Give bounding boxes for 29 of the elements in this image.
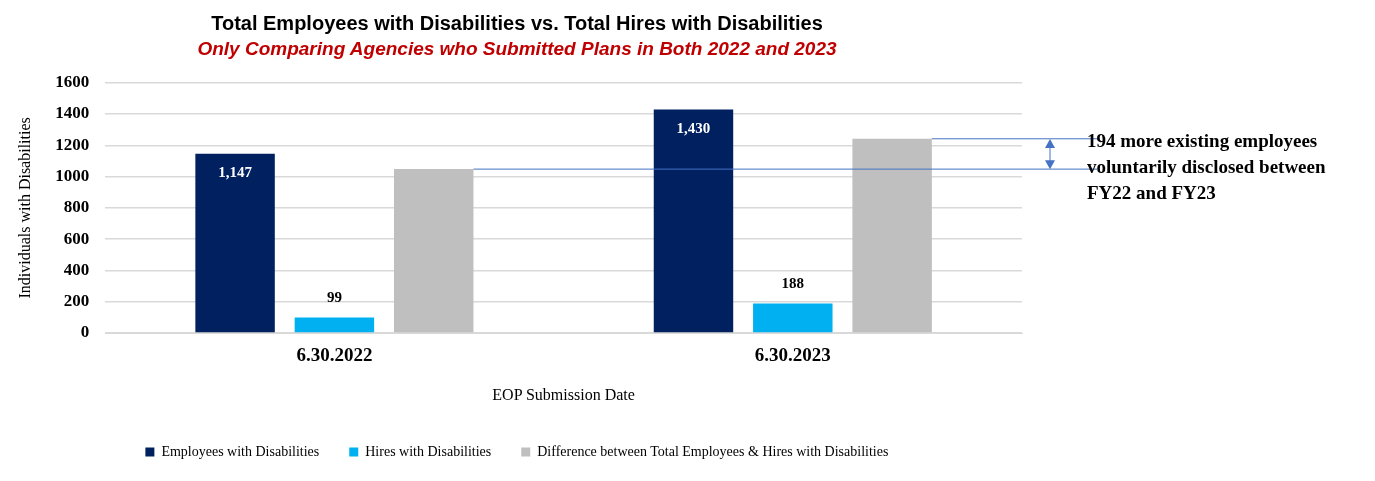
legend-label: Difference between Total Employees & Hires with Disabilities — [537, 443, 889, 459]
x-tick-label: 6.30.2023 — [754, 344, 831, 366]
text: 194 more existing employees voluntarily disclosed between FY22 and FY23 — [1087, 130, 1326, 204]
y-axis-title: Individuals with Disabilities — [15, 117, 33, 299]
x-tick-label: 6.30.2022 — [296, 344, 373, 366]
y-tick-label: 400 — [63, 259, 90, 279]
y-tick-label: 600 — [63, 228, 90, 248]
y-tick-label: 200 — [63, 291, 90, 311]
bar — [195, 153, 275, 333]
legend-label: Employees with Disabilities — [161, 443, 320, 459]
y-tick-label: 0 — [80, 322, 90, 342]
bar — [852, 138, 932, 333]
data-label: 188 — [781, 274, 805, 291]
y-tick-label: 1400 — [55, 103, 90, 123]
data-label: 1,147 — [218, 164, 253, 181]
chart-subtitle: Only Comparing Agencies who Submitted Plans in Both 2022 and 2023 — [197, 37, 837, 59]
y-tick-label: 800 — [63, 197, 90, 217]
chart-title: Total Employees with Disabilities vs. Total Hires with Disabilities — [211, 11, 823, 34]
y-tick-label: 1600 — [55, 72, 90, 92]
data-label: 1,430 — [676, 119, 711, 136]
bar — [653, 109, 734, 333]
legend-label: Hires with Disabilities — [365, 443, 492, 459]
bar — [393, 169, 474, 333]
y-tick-label: 1000 — [55, 166, 90, 186]
x-axis-title: EOP Submission Date — [492, 385, 635, 403]
data-label: 99 — [326, 288, 342, 305]
y-tick-label: 1200 — [55, 134, 90, 154]
bar — [753, 303, 833, 333]
bar — [294, 317, 375, 333]
